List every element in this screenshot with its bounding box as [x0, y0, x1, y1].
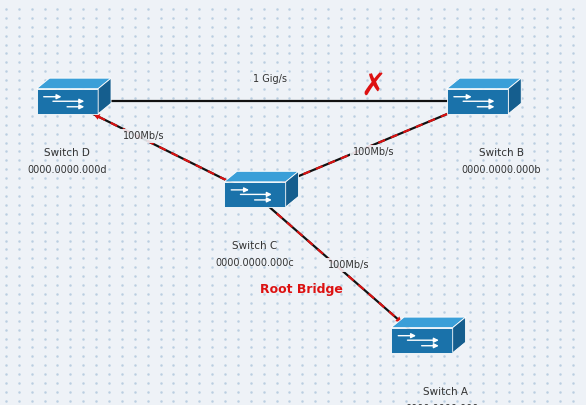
Text: 100Mb/s: 100Mb/s: [353, 147, 394, 157]
Text: Switch A: Switch A: [423, 387, 468, 397]
Text: 0000.0000.000b: 0000.0000.000b: [461, 165, 541, 175]
Polygon shape: [224, 182, 286, 207]
Text: 100Mb/s: 100Mb/s: [123, 131, 164, 141]
Polygon shape: [391, 317, 465, 328]
Text: 0000.0000.000a: 0000.0000.000a: [406, 404, 485, 405]
Text: 1 Gig/s: 1 Gig/s: [253, 74, 287, 84]
Polygon shape: [286, 171, 298, 207]
Polygon shape: [224, 171, 298, 182]
Polygon shape: [98, 78, 111, 114]
Polygon shape: [391, 328, 452, 353]
Polygon shape: [508, 78, 522, 114]
Polygon shape: [36, 89, 98, 114]
Text: Switch B: Switch B: [479, 148, 523, 158]
Polygon shape: [447, 78, 522, 89]
Text: ✗: ✗: [360, 72, 386, 101]
Text: Switch C: Switch C: [232, 241, 278, 251]
Polygon shape: [36, 78, 111, 89]
Text: Switch D: Switch D: [45, 148, 90, 158]
Text: 0000.0000.000c: 0000.0000.000c: [216, 258, 294, 268]
Polygon shape: [447, 89, 508, 114]
Text: 100Mb/s: 100Mb/s: [328, 260, 369, 270]
Text: 0000.0000.000d: 0000.0000.000d: [28, 165, 107, 175]
Polygon shape: [452, 317, 465, 353]
Text: Root Bridge: Root Bridge: [260, 283, 343, 296]
